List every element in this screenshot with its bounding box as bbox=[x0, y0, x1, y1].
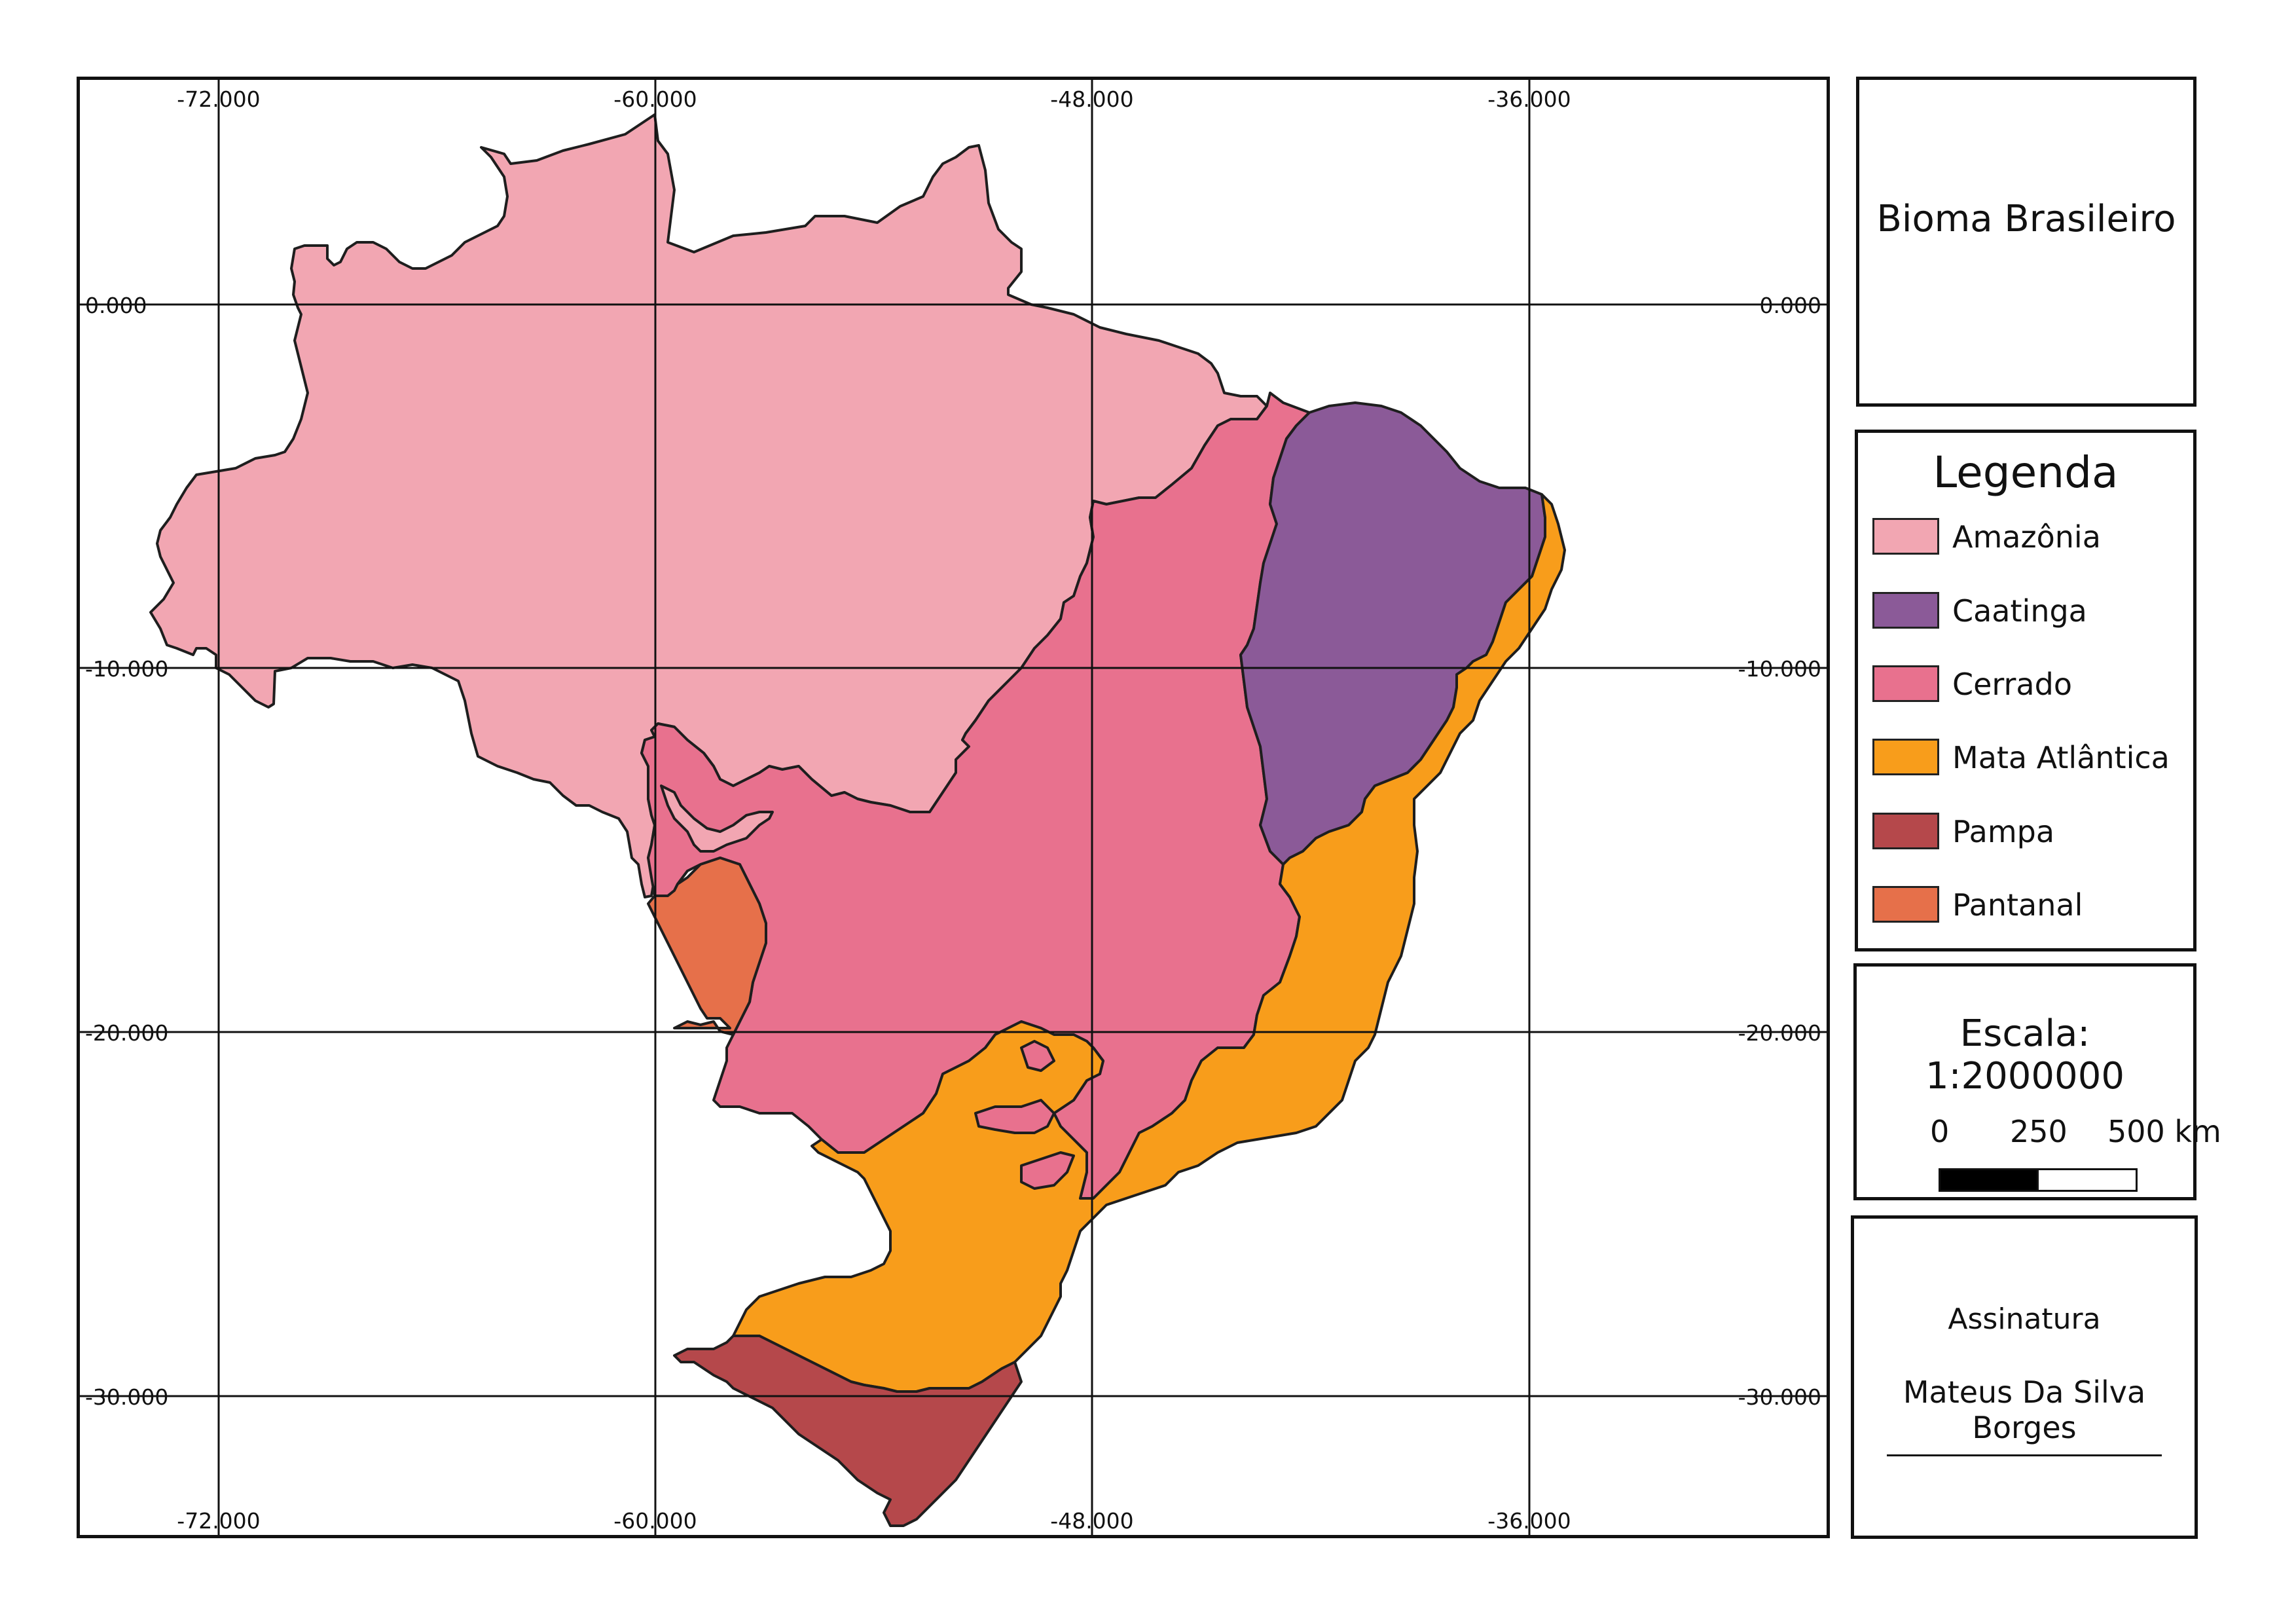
legend-box: Legenda Amazônia Caatinga Cerrado Mata A… bbox=[1855, 430, 2196, 951]
legend-item-mata-atlantica: Mata Atlântica bbox=[1872, 739, 2265, 777]
scale-box: Escala: 1:2000000 0 250 500 km bbox=[1853, 963, 2221, 1200]
legend-label: Pantanal bbox=[1952, 887, 2083, 923]
graticule bbox=[79, 79, 1828, 1536]
region-cerrado-patch-3[interactable] bbox=[1020, 1040, 1055, 1072]
region-pampa[interactable] bbox=[673, 1335, 1023, 1527]
legend-swatch-amazonia bbox=[1872, 518, 1939, 555]
top-label-72: -72.000 bbox=[177, 86, 260, 112]
legend-item-amazonia: Amazônia bbox=[1872, 518, 2265, 556]
signature-box: Assinatura Mateus Da Silva Borges bbox=[1851, 1215, 2198, 1539]
scale-tick-250: 250 bbox=[2010, 1114, 2068, 1149]
signature-name: Mateus Da Silva Borges bbox=[1887, 1375, 2162, 1456]
legend-item-cerrado: Cerrado bbox=[1872, 665, 2265, 703]
region-cerrado-patch-2[interactable] bbox=[1020, 1151, 1075, 1190]
bottom-label-60: -60.000 bbox=[613, 1508, 697, 1534]
left-label-0: 0.000 bbox=[85, 293, 147, 318]
legend-swatch-mata-atlantica bbox=[1872, 739, 1939, 775]
top-label-36: -36.000 bbox=[1487, 86, 1571, 112]
left-label-20: -20.000 bbox=[85, 1020, 168, 1046]
left-label-30: -30.000 bbox=[85, 1384, 168, 1410]
region-cerrado-patch-1[interactable] bbox=[974, 1099, 1055, 1134]
region-mata-atlantica[interactable] bbox=[732, 493, 1566, 1393]
coordinate-labels: -72.000 -60.000 -48.000 -36.000 -72.000 … bbox=[85, 86, 1821, 1534]
legend-item-pantanal: Pantanal bbox=[1872, 886, 2265, 924]
signature-label: Assinatura bbox=[1948, 1302, 2101, 1336]
scale-tick-0: 0 bbox=[1930, 1114, 1950, 1149]
region-amazonia-inlet[interactable] bbox=[660, 784, 774, 853]
legend-label: Cerrado bbox=[1952, 667, 2072, 702]
right-label-20: -20.000 bbox=[1738, 1020, 1821, 1046]
legend-swatch-pampa bbox=[1872, 813, 1939, 849]
bottom-label-48: -48.000 bbox=[1050, 1508, 1133, 1534]
legend-label: Caatinga bbox=[1952, 593, 2087, 629]
legend-label: Pampa bbox=[1952, 814, 2055, 849]
title-box: Bioma Brasileiro bbox=[1856, 77, 2196, 407]
legend-label: Mata Atlântica bbox=[1952, 740, 2170, 775]
bottom-label-36: -36.000 bbox=[1487, 1508, 1571, 1534]
left-label-10: -10.000 bbox=[85, 656, 168, 682]
scalebar-white-segment bbox=[2037, 1168, 2138, 1192]
legend-item-pampa: Pampa bbox=[1872, 813, 2265, 851]
map-title: Bioma Brasileiro bbox=[1876, 198, 2176, 240]
scale-title: Escala: 1:2000000 bbox=[1925, 1012, 2124, 1098]
legend-title: Legenda bbox=[1933, 447, 2119, 498]
right-label-0: 0.000 bbox=[1760, 293, 1821, 318]
scalebar-black-segment bbox=[1939, 1168, 2039, 1192]
legend-swatch-pantanal bbox=[1872, 886, 1939, 923]
legend-swatch-caatinga bbox=[1872, 592, 1939, 629]
scale-tick-500: 500 km bbox=[2107, 1114, 2221, 1149]
top-label-60: -60.000 bbox=[613, 86, 697, 112]
legend-swatch-cerrado bbox=[1872, 665, 1939, 702]
top-label-48: -48.000 bbox=[1050, 86, 1133, 112]
right-label-30: -30.000 bbox=[1738, 1384, 1821, 1410]
legend-label: Amazônia bbox=[1952, 519, 2101, 555]
right-label-10: -10.000 bbox=[1738, 656, 1821, 682]
bottom-label-72: -72.000 bbox=[177, 1508, 260, 1534]
legend-item-caatinga: Caatinga bbox=[1872, 592, 2265, 630]
